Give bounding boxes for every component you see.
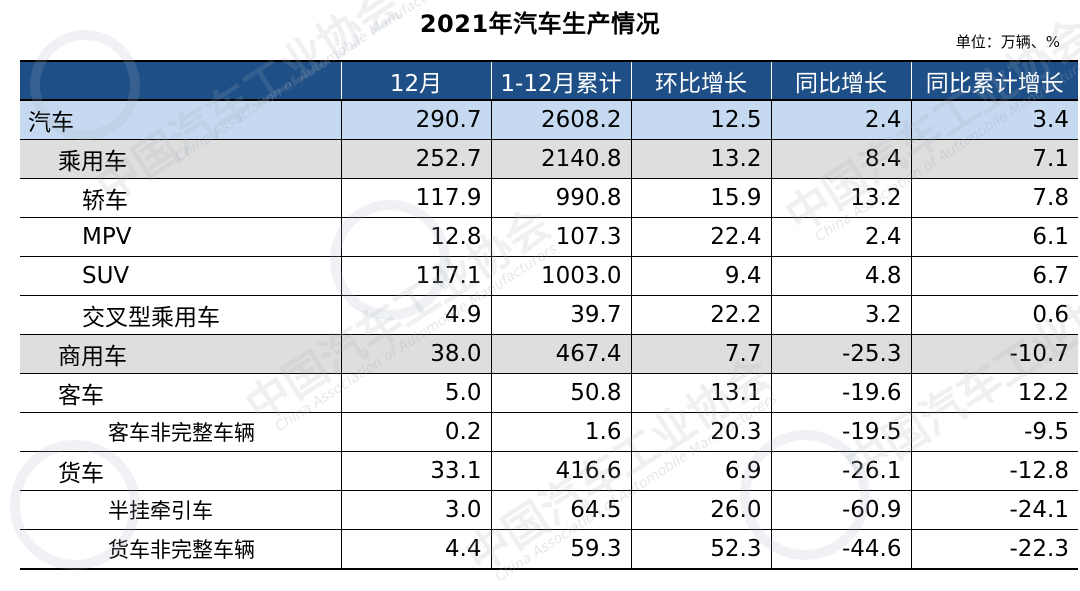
table-row: SUV 117.1 1003.0 9.4 4.8 6.7 [20, 256, 1078, 296]
cell: 4.8 [770, 256, 911, 296]
row-label: 货车 [20, 451, 341, 491]
cell: 4.9 [340, 295, 491, 335]
cell: -24.1 [910, 490, 1078, 530]
cell: 1.6 [490, 412, 631, 452]
header-cumulative: 1-12月累计 [490, 60, 631, 101]
row-label: 商用车 [20, 334, 341, 374]
cell: -19.6 [770, 373, 911, 413]
row-label: 汽车 [20, 100, 341, 140]
cell: 252.7 [340, 139, 491, 179]
cell: 6.1 [910, 217, 1078, 257]
cell: -26.1 [770, 451, 911, 491]
cell: 33.1 [340, 451, 491, 491]
cell: 2.4 [770, 217, 911, 257]
table-row: 客车非完整车辆 0.2 1.6 20.3 -19.5 -9.5 [20, 412, 1078, 452]
cell: 52.3 [630, 529, 771, 570]
cell: 8.4 [770, 139, 911, 179]
cell: 59.3 [490, 529, 631, 570]
cell: -19.5 [770, 412, 911, 452]
table-row: 货车非完整车辆 4.4 59.3 52.3 -44.6 -22.3 [20, 529, 1078, 570]
row-label: 客车 [20, 373, 341, 413]
table-row: 交叉型乘用车 4.9 39.7 22.2 3.2 0.6 [20, 295, 1078, 335]
table-row: 半挂牵引车 3.0 64.5 26.0 -60.9 -24.1 [20, 490, 1078, 530]
cell: 5.0 [340, 373, 491, 413]
row-label: 客车非完整车辆 [20, 412, 341, 452]
header-mom-growth: 环比增长 [630, 60, 771, 101]
cell: 0.6 [910, 295, 1078, 335]
cell: 2608.2 [490, 100, 631, 140]
table-row: 乘用车 252.7 2140.8 13.2 8.4 7.1 [20, 139, 1078, 179]
cell: 107.3 [490, 217, 631, 257]
cell: -44.6 [770, 529, 911, 570]
cell: 2.4 [770, 100, 911, 140]
cell: 7.7 [630, 334, 771, 374]
table-row: 商用车 38.0 467.4 7.7 -25.3 -10.7 [20, 334, 1078, 374]
table-row: 客车 5.0 50.8 13.1 -19.6 12.2 [20, 373, 1078, 413]
header-month: 12月 [340, 60, 491, 101]
cell: -12.8 [910, 451, 1078, 491]
cell: 6.7 [910, 256, 1078, 296]
header-row: 12月 1-12月累计 环比增长 同比增长 同比累计增长 [20, 60, 1078, 101]
cell: 20.3 [630, 412, 771, 452]
cell: 26.0 [630, 490, 771, 530]
header-label-col [20, 60, 341, 101]
cell: -10.7 [910, 334, 1078, 374]
cell: -22.3 [910, 529, 1078, 570]
row-label: 乘用车 [20, 139, 341, 179]
cell: 416.6 [490, 451, 631, 491]
cell: 6.9 [630, 451, 771, 491]
cell: 990.8 [490, 178, 631, 218]
cell: 12.8 [340, 217, 491, 257]
cell: 7.8 [910, 178, 1078, 218]
table-row: 轿车 117.9 990.8 15.9 13.2 7.8 [20, 178, 1078, 218]
cell: 12.5 [630, 100, 771, 140]
cell: 15.9 [630, 178, 771, 218]
unit-label: 单位：万辆、% [955, 33, 1060, 51]
cell: 38.0 [340, 334, 491, 374]
cell: -9.5 [910, 412, 1078, 452]
title: 2021年汽车生产情况 [419, 10, 661, 38]
cell: 3.2 [770, 295, 911, 335]
cell: 3.4 [910, 100, 1078, 140]
cell: 3.0 [340, 490, 491, 530]
cell: 1003.0 [490, 256, 631, 296]
cell: -60.9 [770, 490, 911, 530]
cell: 13.1 [630, 373, 771, 413]
cell: -25.3 [770, 334, 911, 374]
cell: 12.2 [910, 373, 1078, 413]
cell: 290.7 [340, 100, 491, 140]
cell: 117.9 [340, 178, 491, 218]
cell: 9.4 [630, 256, 771, 296]
production-table: 12月 1-12月累计 环比增长 同比增长 同比累计增长 汽车 290.7 26… [20, 60, 1078, 570]
table-row: MPV 12.8 107.3 22.4 2.4 6.1 [20, 217, 1078, 257]
cell: 13.2 [630, 139, 771, 179]
cell: 22.4 [630, 217, 771, 257]
cell: 39.7 [490, 295, 631, 335]
cell: 4.4 [340, 529, 491, 570]
row-label: 交叉型乘用车 [20, 295, 341, 335]
table-row: 汽车 290.7 2608.2 12.5 2.4 3.4 [20, 100, 1078, 140]
cell: 0.2 [340, 412, 491, 452]
table-row: 货车 33.1 416.6 6.9 -26.1 -12.8 [20, 451, 1078, 491]
header-yoy-growth: 同比增长 [770, 60, 911, 101]
cell: 13.2 [770, 178, 911, 218]
cell: 64.5 [490, 490, 631, 530]
cell: 467.4 [490, 334, 631, 374]
row-label: 轿车 [20, 178, 341, 218]
row-label: 货车非完整车辆 [20, 529, 341, 570]
cell: 22.2 [630, 295, 771, 335]
row-label: MPV [20, 217, 341, 257]
cell: 7.1 [910, 139, 1078, 179]
cell: 117.1 [340, 256, 491, 296]
cell: 50.8 [490, 373, 631, 413]
header-yoy-cumulative-growth: 同比累计增长 [910, 60, 1078, 101]
row-label: SUV [20, 256, 341, 296]
row-label: 半挂牵引车 [20, 490, 341, 530]
cell: 2140.8 [490, 139, 631, 179]
